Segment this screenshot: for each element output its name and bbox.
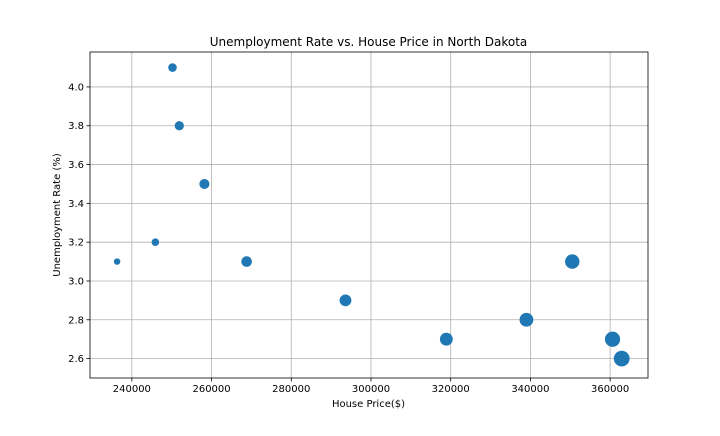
data-point — [339, 294, 352, 307]
y-tick-label: 4.0 — [68, 82, 84, 93]
x-tick-label: 340000 — [511, 384, 549, 395]
y-axis-ticks: 2.6 2.8 3.0 3.2 3.4 3.6 3.8 4.0 — [68, 82, 90, 365]
x-tick-label: 300000 — [352, 384, 390, 395]
chart-title: Unemployment Rate vs. House Price in Nor… — [210, 35, 528, 49]
y-tick-label: 3.4 — [68, 199, 84, 210]
x-axis-label: House Price($) — [332, 399, 405, 410]
data-point — [565, 254, 580, 269]
data-point — [151, 238, 160, 246]
plot-frame — [89, 51, 649, 379]
x-tick-label: 320000 — [432, 384, 470, 395]
x-axis-ticks: 240000 260000 280000 300000 320000 340000 3600… — [113, 378, 629, 395]
data-point — [613, 350, 630, 367]
grid-lines — [90, 52, 648, 378]
data-point — [519, 312, 534, 327]
data-point — [174, 121, 184, 131]
y-tick-label: 2.6 — [68, 354, 84, 365]
y-tick-label: 3.2 — [68, 238, 84, 249]
x-tick-label: 260000 — [192, 384, 230, 395]
data-points — [113, 63, 630, 367]
data-point — [168, 63, 177, 72]
y-tick-label: 2.8 — [68, 315, 84, 326]
data-point — [439, 332, 453, 346]
x-tick-label: 280000 — [272, 384, 310, 395]
x-tick-label: 360000 — [591, 384, 629, 395]
data-point — [113, 258, 121, 265]
y-tick-label: 3.8 — [68, 121, 84, 132]
data-point — [241, 256, 252, 267]
data-point — [604, 331, 621, 347]
y-tick-label: 3.6 — [68, 160, 84, 171]
y-axis-label: Unemployment Rate (%) — [52, 153, 63, 277]
x-tick-label: 240000 — [113, 384, 151, 395]
data-point — [199, 178, 210, 189]
y-tick-label: 3.0 — [68, 276, 84, 287]
